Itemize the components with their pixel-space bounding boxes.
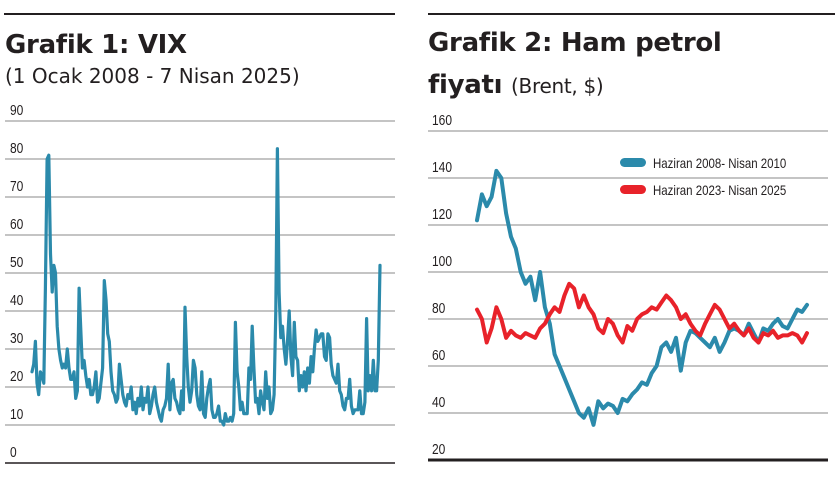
y-tick-label: 100	[432, 253, 452, 270]
y-tick-label: 80	[10, 140, 24, 157]
vix-panel: Grafik 1: VIX (1 Ocak 2008 - 7 Nisan 202…	[0, 0, 400, 480]
y-tick-label: 80	[432, 300, 446, 317]
brent-panel: Grafik 2: Ham petrol fiyatı (Brent, $)	[420, 0, 835, 480]
chart-subtitle: (Brent, $)	[511, 74, 604, 98]
legend-bg	[648, 179, 798, 199]
y-tick-label: 40	[432, 394, 446, 411]
legend-label: Haziran 2023- Nisan 2025	[653, 182, 786, 198]
series-line-1	[475, 168, 809, 427]
series-line-1	[30, 147, 382, 427]
y-tick-label: 50	[10, 254, 24, 271]
legend-bg	[648, 152, 798, 172]
y-tick-label: 0	[10, 444, 17, 461]
chart-title: Grafik 1: VIX	[5, 30, 187, 60]
chart-title-line2: fiyatı (Brent, $)	[428, 70, 604, 100]
y-tick-label: 70	[10, 178, 24, 195]
y-tick-label: 20	[432, 441, 446, 458]
series-line-2	[475, 281, 809, 345]
top-rule	[4, 13, 395, 15]
y-tick-label: 20	[10, 368, 24, 385]
y-tick-label: 140	[432, 159, 452, 176]
chart-title-line2-text: fiyatı	[428, 70, 503, 100]
top-rule	[428, 13, 835, 15]
y-tick-label: 160	[432, 112, 452, 129]
y-tick-label: 120	[432, 206, 452, 223]
y-tick-label: 10	[10, 406, 24, 423]
legend-swatch	[620, 185, 646, 194]
y-tick-label: 60	[10, 216, 24, 233]
y-tick-label: 40	[10, 292, 24, 309]
y-tick-label: 90	[10, 102, 24, 119]
y-tick-label: 30	[10, 330, 24, 347]
y-tick-label: 60	[432, 347, 446, 364]
chart-title: Grafik 2: Ham petrol	[428, 28, 722, 58]
legend-swatch	[620, 158, 646, 167]
chart-subtitle: (1 Ocak 2008 - 7 Nisan 2025)	[5, 64, 300, 88]
legend-label: Haziran 2008- Nisan 2010	[653, 155, 786, 171]
